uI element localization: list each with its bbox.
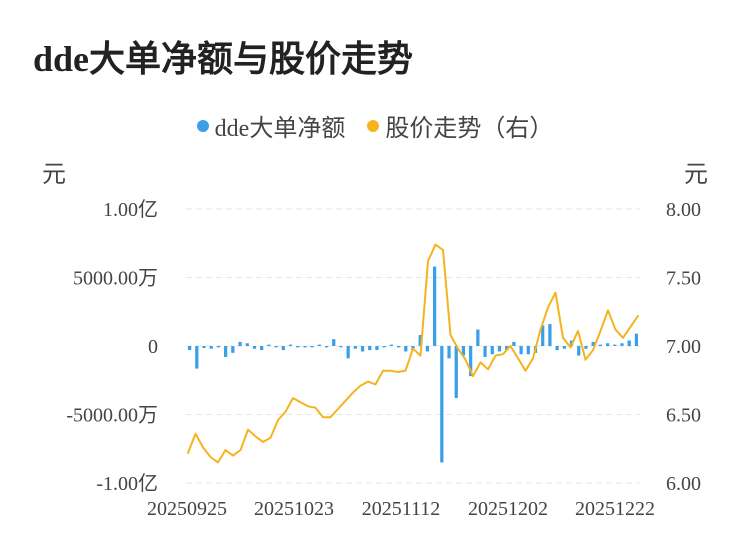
- dde-bar: [634, 333, 639, 346]
- dde-bar: [404, 346, 408, 352]
- dde-bar: [476, 329, 480, 346]
- dde-bar: [346, 346, 350, 359]
- dde-bar: [577, 346, 581, 356]
- dde-bar: [231, 346, 235, 353]
- legend-item-price[interactable]: 股价走势（右）: [367, 108, 553, 143]
- y-right-tick-label: 6.50: [666, 405, 701, 427]
- legend-dot-dde: [196, 119, 209, 132]
- y-right-tick-label: 7.00: [666, 336, 701, 358]
- chart-title: dde大单净额与股价走势: [33, 39, 414, 79]
- y-right-tick-label: 7.50: [666, 268, 701, 290]
- dde-bar: [267, 344, 271, 346]
- right-axis-unit: 元: [684, 162, 708, 188]
- dde-bar: [627, 340, 631, 346]
- dde-bar: [339, 346, 343, 348]
- dde-bar: [353, 346, 357, 349]
- dde-bar: [332, 339, 336, 346]
- dde-bar: [483, 346, 487, 357]
- dde-bar: [425, 346, 430, 352]
- x-tick-label: 20251202: [468, 498, 548, 520]
- dde-bar: [281, 346, 285, 351]
- legend-label-price: 股价走势（右）: [385, 116, 554, 142]
- dde-bar: [252, 346, 257, 349]
- dde-bar: [187, 346, 192, 351]
- x-tick-label: 20251222: [575, 498, 655, 520]
- dde-bar: [209, 346, 213, 349]
- y-left-tick-label: 5000.00万: [73, 268, 158, 290]
- dde-bar: [382, 346, 386, 348]
- dde-bar: [360, 346, 365, 352]
- dde-bar: [555, 346, 559, 351]
- y-left-tick-label: -1.00亿: [96, 472, 158, 495]
- dde-bar: [396, 346, 401, 348]
- dde-bar: [440, 346, 444, 463]
- dde-bar: [447, 346, 451, 359]
- dde-bar: [591, 341, 595, 346]
- x-tick-label: 20251023: [254, 498, 334, 520]
- left-axis-unit: 元: [42, 162, 66, 188]
- dde-bar: [620, 343, 624, 346]
- dde-bar: [303, 346, 307, 348]
- dde-bar: [505, 346, 509, 351]
- dde-bar: [389, 344, 394, 346]
- dde-bar: [598, 344, 602, 346]
- y-left-tick-label: -5000.00万: [66, 405, 158, 427]
- dde-bar: [605, 343, 610, 346]
- dde-bar: [216, 346, 221, 348]
- y-right-tick-label: 8.00: [666, 199, 701, 221]
- x-tick-label: 20251112: [362, 498, 441, 520]
- dde-bar: [497, 346, 502, 352]
- legend-item-dde[interactable]: dde大单净额: [196, 108, 346, 143]
- y-left-tick-label: 1.00亿: [103, 198, 158, 221]
- dde-bar: [584, 346, 588, 349]
- dde-bar: [324, 346, 329, 348]
- price-line: [187, 243, 639, 464]
- dde-bar: [418, 335, 422, 346]
- dde-bar: [548, 324, 552, 346]
- y-right-tick-label: 6.00: [666, 473, 701, 495]
- dde-bar: [541, 325, 545, 346]
- dde-bar: [317, 344, 321, 346]
- x-tick-label: 20250925: [147, 498, 227, 520]
- dde-bar: [490, 346, 494, 355]
- dde-bar: [461, 346, 466, 356]
- legend: dde大单净额 股价走势（右）: [0, 108, 750, 143]
- legend-label-dde: dde大单净额: [214, 116, 346, 142]
- dde-bar: [526, 346, 530, 355]
- dde-bar: [454, 346, 458, 399]
- dde-bar: [296, 346, 300, 348]
- dde-bar: [195, 346, 199, 369]
- y-left-tick-label: 0: [148, 336, 158, 358]
- dde-bar: [469, 346, 473, 377]
- dde-bar: [245, 343, 249, 346]
- dde-bar: [519, 346, 523, 355]
- dde-bar: [368, 346, 372, 351]
- dde-bar: [288, 344, 293, 346]
- dde-bar: [310, 346, 314, 348]
- dde-bar: [562, 346, 566, 349]
- dde-bar: [224, 346, 228, 357]
- dde-bar: [613, 344, 617, 346]
- dde-bar: [274, 346, 278, 348]
- dde-bar: [512, 341, 516, 346]
- dde-bar: [260, 346, 264, 351]
- dde-bar: [432, 266, 437, 346]
- dde-bar: [202, 346, 206, 349]
- dde-bar: [238, 341, 242, 346]
- dde-bar: [375, 346, 379, 351]
- legend-dot-price: [367, 119, 380, 132]
